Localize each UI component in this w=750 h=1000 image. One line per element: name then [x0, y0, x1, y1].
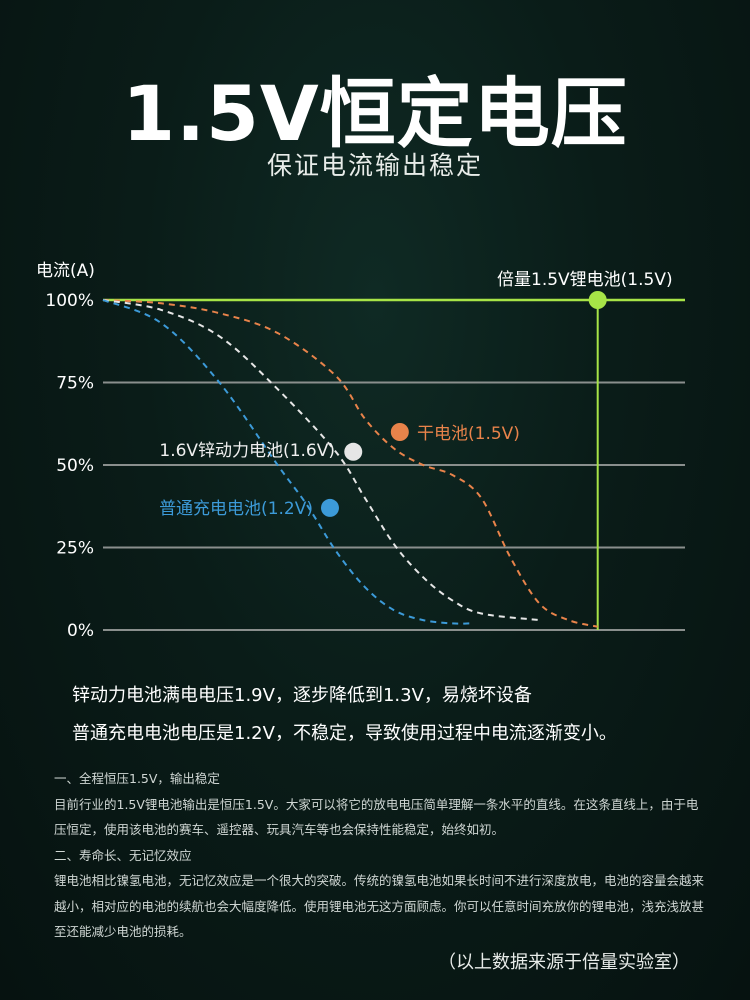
- series-label-0: 倍量1.5V锂电池(1.5V): [497, 270, 673, 290]
- series-marker-0: [588, 291, 607, 309]
- series-line-3: [102, 299, 470, 625]
- note-nimh: 普通充电电池电压是1.2V，不稳定，导致使用过程中电流逐渐变小。: [72, 723, 617, 744]
- series-marker-3: [320, 498, 339, 517]
- y-tick-label: 100%: [45, 291, 94, 311]
- y-tick-label: 75%: [56, 374, 94, 394]
- section-paragraph-1: 目前行业的1.5V锂电池输出是恒压1.5V。大家可以将它的放电电压简单理解一条水…: [54, 796, 699, 838]
- y-tick-label: 25%: [56, 539, 94, 559]
- discharge-chart: 电流(A) 100% 75% 50% 25% 0% 倍量1.5V锂电池(1.5V) 干电池(1…: [36, 261, 685, 641]
- page-subtitle: 保证电流输出稳定: [266, 151, 483, 180]
- series-line-2: [102, 299, 540, 622]
- chart-grid: [103, 381, 685, 631]
- data-source-note: （以上数据来源于倍量实验室）: [438, 952, 690, 973]
- body-text: 一、全程恒压1.5V，输出稳定 目前行业的1.5V锂电池输出是恒压1.5V。大家…: [54, 766, 704, 945]
- chart-series: [102, 291, 685, 630]
- series-label-3: 普通充电电池(1.2V): [159, 499, 313, 519]
- section-heading-1: 一、全程恒压1.5V，输出稳定: [54, 771, 220, 786]
- section-paragraph-2: 锂电池相比镍氢电池，无记忆效应是一个很大的突破。传统的镍氢电池如果长时间不进行深…: [54, 873, 705, 939]
- series-line-1: [102, 299, 598, 628]
- series-label-1: 干电池(1.5V): [417, 424, 520, 444]
- series-marker-1: [390, 423, 409, 441]
- y-axis-label: 电流(A): [36, 261, 95, 281]
- series-marker-2: [344, 442, 363, 461]
- y-tick-label: 50%: [56, 456, 94, 476]
- note-zinc: 锌动力电池满电电压1.9V，逐步降低到1.3V，易烧坏设备: [72, 685, 532, 706]
- page-title: 1.5V恒定电压: [122, 69, 628, 158]
- series-label-2: 1.6V锌动力电池(1.6V): [159, 441, 335, 461]
- y-tick-label: 0%: [67, 621, 94, 641]
- section-heading-2: 二、寿命长、无记忆效应: [54, 847, 192, 863]
- chart-labels: 电流(A) 100% 75% 50% 25% 0% 倍量1.5V锂电池(1.5V) 干电池(1…: [36, 261, 673, 641]
